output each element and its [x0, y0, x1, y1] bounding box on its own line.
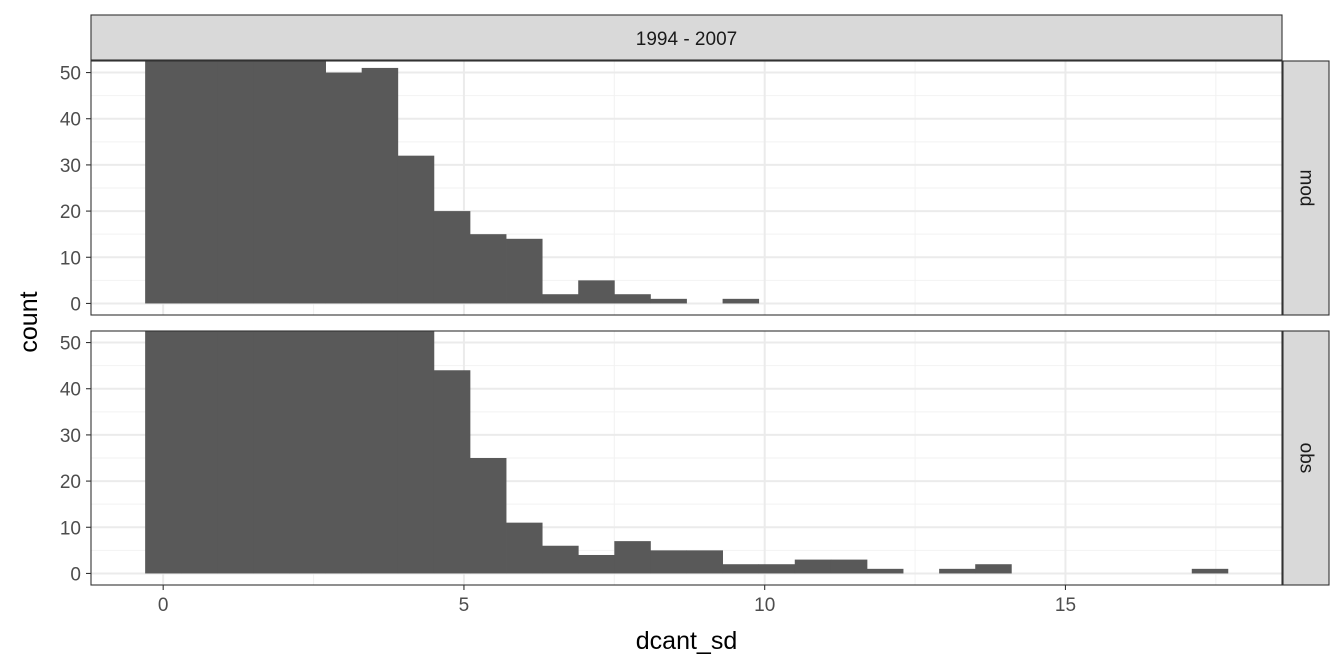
row-strip-box — [1282, 330, 1330, 586]
histogram-bar — [650, 550, 687, 574]
histogram-bar — [722, 564, 760, 574]
histogram-bar — [145, 61, 182, 304]
histogram-bar — [542, 545, 579, 574]
histogram-bar — [289, 61, 326, 304]
facet-panels: 0 10 20 30 40 50 mod 0 10 20 30 40 50 obs — [60, 60, 1330, 586]
row-strip-box — [1282, 60, 1330, 316]
histogram-bar — [325, 331, 363, 574]
y-tick-label: 30 — [60, 156, 81, 177]
histogram-bar — [145, 331, 182, 574]
histogram-bar — [217, 331, 254, 574]
row-strip-label: mod — [1296, 170, 1317, 207]
y-tick-label: 10 — [60, 248, 81, 269]
histogram-bar — [397, 331, 435, 574]
x-tick-label: 5 — [459, 595, 470, 616]
column-strip: 1994 - 2007 — [90, 14, 1283, 61]
histogram-bar — [686, 550, 723, 574]
histogram-bar — [325, 72, 363, 304]
histogram-bar — [1191, 568, 1229, 574]
row-strip-label: obs — [1296, 443, 1317, 474]
histogram-bar — [397, 155, 435, 304]
histogram-bar — [506, 238, 543, 304]
y-tick-label: 10 — [60, 518, 81, 539]
panel-border — [90, 330, 1283, 586]
histogram-bar — [253, 331, 290, 574]
histogram-bar — [469, 234, 507, 304]
y-tick-label: 40 — [60, 380, 81, 401]
histogram-bar — [433, 211, 471, 304]
y-tick-label: 50 — [60, 64, 81, 85]
y-tick-label: 30 — [60, 426, 81, 447]
histogram-bar — [794, 559, 832, 574]
y-tick-label: 0 — [70, 564, 81, 585]
panel-border — [90, 60, 1283, 316]
histogram-bar — [433, 370, 471, 574]
histogram-bar — [975, 564, 1012, 574]
histogram-bar — [614, 294, 651, 304]
x-axis: 0 5 10 15 — [158, 585, 1076, 616]
x-tick-label: 10 — [754, 595, 775, 616]
histogram-bar — [722, 298, 760, 304]
histogram-bar — [361, 331, 399, 574]
x-axis-title: dcant_sd — [636, 627, 737, 655]
panel-mod: 0 10 20 30 40 50 mod — [60, 60, 1330, 316]
column-strip-label: 1994 - 2007 — [636, 29, 737, 50]
y-axis-title: count — [15, 291, 43, 352]
histogram-bar — [614, 541, 651, 574]
bars-obs — [145, 331, 1229, 574]
y-tick-label: 0 — [70, 294, 81, 315]
histogram-bar — [181, 61, 218, 304]
histogram-bar — [578, 280, 615, 304]
histogram-bar — [866, 568, 904, 574]
y-tick-label: 50 — [60, 334, 81, 355]
x-tick-label: 15 — [1055, 595, 1076, 616]
panel-obs: 0 10 20 30 40 50 obs — [60, 330, 1330, 586]
bars-mod — [145, 61, 760, 304]
y-tick-label: 40 — [60, 110, 81, 131]
histogram-bar — [289, 331, 326, 574]
histogram-bar — [830, 559, 868, 574]
histogram-bar — [181, 331, 218, 574]
histogram-bar — [939, 568, 976, 574]
histogram-bar — [253, 61, 290, 304]
column-strip-box — [90, 14, 1283, 61]
histogram-bar — [578, 554, 615, 574]
x-tick-label: 0 — [158, 595, 169, 616]
histogram-bar — [469, 458, 507, 574]
histogram-bar — [217, 61, 254, 304]
y-tick-label: 20 — [60, 202, 81, 223]
histogram-bar — [361, 67, 399, 304]
y-tick-label: 20 — [60, 472, 81, 493]
histogram-bar — [542, 294, 579, 304]
histogram-bar — [758, 564, 796, 574]
histogram-bar — [506, 522, 543, 574]
histogram-bar — [650, 298, 687, 304]
